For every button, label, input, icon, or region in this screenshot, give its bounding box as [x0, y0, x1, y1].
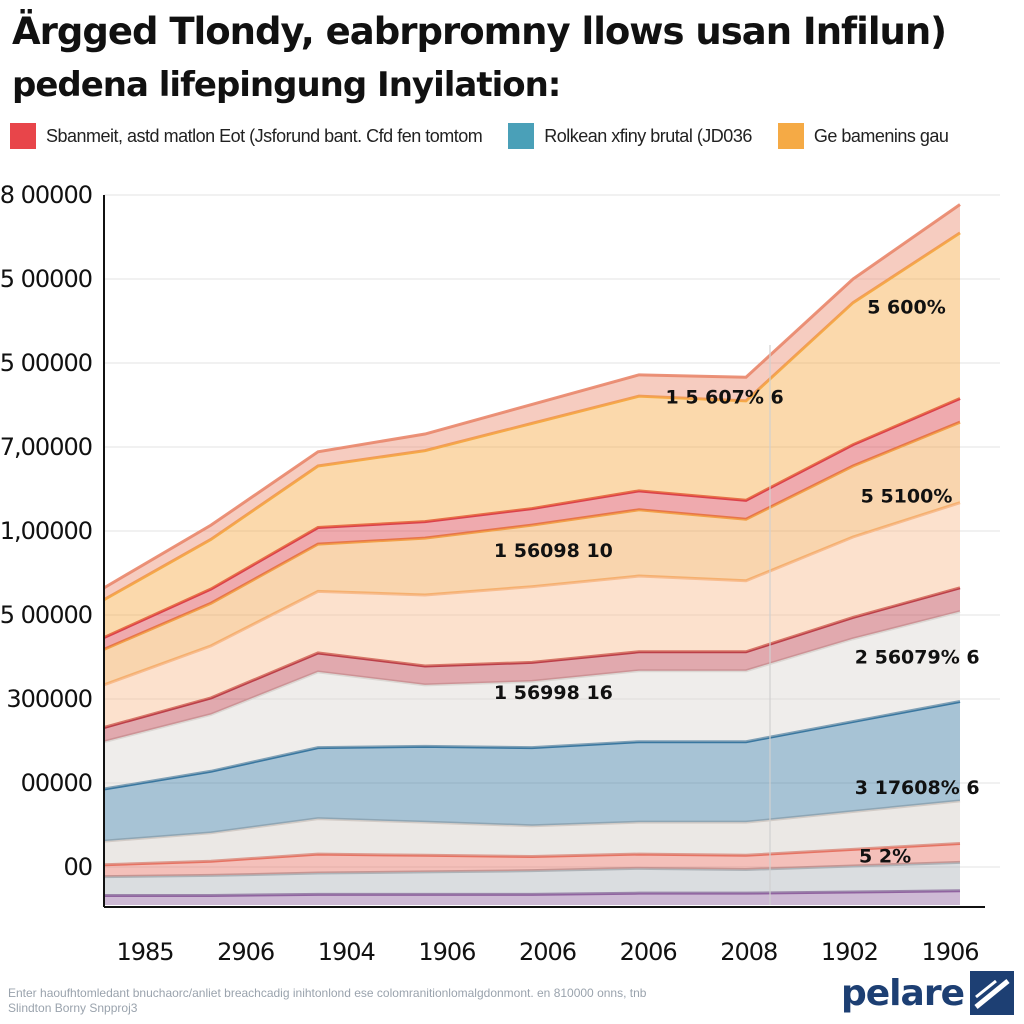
legend: Sbanmeit, astd matlon Eot (Jsforund bant… [10, 120, 1010, 152]
footer-line: Slindton Borny Snpproj3 [8, 1001, 138, 1015]
line-grey-mid [103, 799, 961, 843]
annotation-label: 1 5 607% 6 [665, 386, 783, 408]
line-gold [103, 231, 961, 602]
x-tick-label: 2006 [620, 938, 677, 966]
line-base [104, 889, 961, 898]
tick-labels: 358 00000 195 00000 95 00000 27,00000 21,000… [0, 181, 980, 966]
x-tick-label: 1904 [318, 938, 375, 966]
legend-swatch [777, 123, 804, 149]
area-blue [104, 701, 960, 842]
x-tick-label: 1906 [921, 938, 978, 966]
legend-item: Ge bamenins gau [777, 123, 949, 149]
area-gold [104, 232, 960, 638]
legend-swatch [10, 123, 36, 149]
series-areas [103, 203, 961, 905]
y-tick-label: 358 00000 [0, 181, 92, 209]
annotation-label: 1 56098 10 [494, 540, 613, 562]
annotation-label: 5 2% [859, 845, 911, 867]
y-tick-label: 00 [63, 853, 92, 881]
axes [103, 195, 985, 908]
line-red-low [103, 841, 961, 867]
annotation-label: 3 17608% 6 [855, 777, 980, 799]
line-dark-red [103, 586, 961, 729]
x-tick-label: 1902 [821, 938, 878, 966]
logo-icon [970, 971, 1014, 1015]
line-orange-mid [103, 420, 961, 651]
annotations: 5 600% 1 5 607% 6 5 5100% 1 56098 10 2 56079… [494, 296, 980, 867]
legend-item: Sbanmeit, astd matlon Eot (Jsforund bant… [10, 123, 483, 149]
chart-subtitle: pedena lifepingung Inyilation: [12, 65, 561, 105]
x-tick-label: 1985 [116, 938, 173, 966]
legend-item: Rolkean xfiny brutal (JD036 [508, 123, 752, 149]
y-tick-label: 195 00000 [0, 265, 92, 293]
x-tick-label: 2008 [720, 938, 777, 966]
line-peach [103, 501, 961, 687]
x-tick-label: 1906 [418, 938, 475, 966]
y-tick-label: 21,00000 [0, 517, 92, 545]
area-chart: 358 00000 195 00000 95 00000 27,00000 21,000… [0, 181, 1000, 966]
footer-line: Enter haoufhtomledant bnuchaorc/anliet b… [8, 986, 647, 1000]
x-tick-label: 2006 [519, 938, 576, 966]
y-tick-label: 95 00000 [0, 349, 92, 377]
line-light-grey [103, 610, 961, 744]
area-dark-red [104, 587, 960, 742]
brand-logo: pelare [841, 970, 1014, 1016]
logo-text: pelare [841, 972, 965, 1014]
area-red-mid [104, 398, 960, 650]
area-red-low [104, 843, 960, 877]
legend-swatch [508, 123, 535, 149]
annotation-label: 2 56079% 6 [855, 647, 980, 669]
y-tick-label: 27,00000 [0, 433, 92, 461]
footer-note: Enter haoufhtomledant bnuchaorc/anliet b… [8, 986, 768, 1016]
legend-label: Sbanmeit, astd matlon Eot (Jsforund bant… [46, 125, 483, 146]
y-tick-label: 00000 [21, 769, 92, 797]
area-peach [104, 502, 960, 728]
area-orange-mid [104, 422, 960, 685]
line-blue [103, 699, 961, 791]
x-tick-label: 2906 [217, 938, 274, 966]
y-tick-label: 25 00000 [0, 601, 92, 629]
annotation-label: 5 5100% [861, 486, 953, 508]
line-red-mid [103, 397, 961, 639]
y-tick-label: 300000 [6, 685, 92, 713]
legend-label: Rolkean xfiny brutal (JD036 [544, 125, 752, 146]
annotation-label: 1 56998 16 [494, 682, 613, 704]
annotation-label: 5 600% [867, 296, 946, 318]
chart-title: Ärgged Tlondy, eabrpromny llows usan Inf… [12, 10, 947, 53]
line-grey-low [103, 860, 961, 879]
legend-label: Ge bamenins gau [813, 125, 949, 146]
line-top-rim [103, 203, 961, 590]
area-light-grey [104, 611, 960, 790]
area-grey-mid [104, 800, 960, 865]
